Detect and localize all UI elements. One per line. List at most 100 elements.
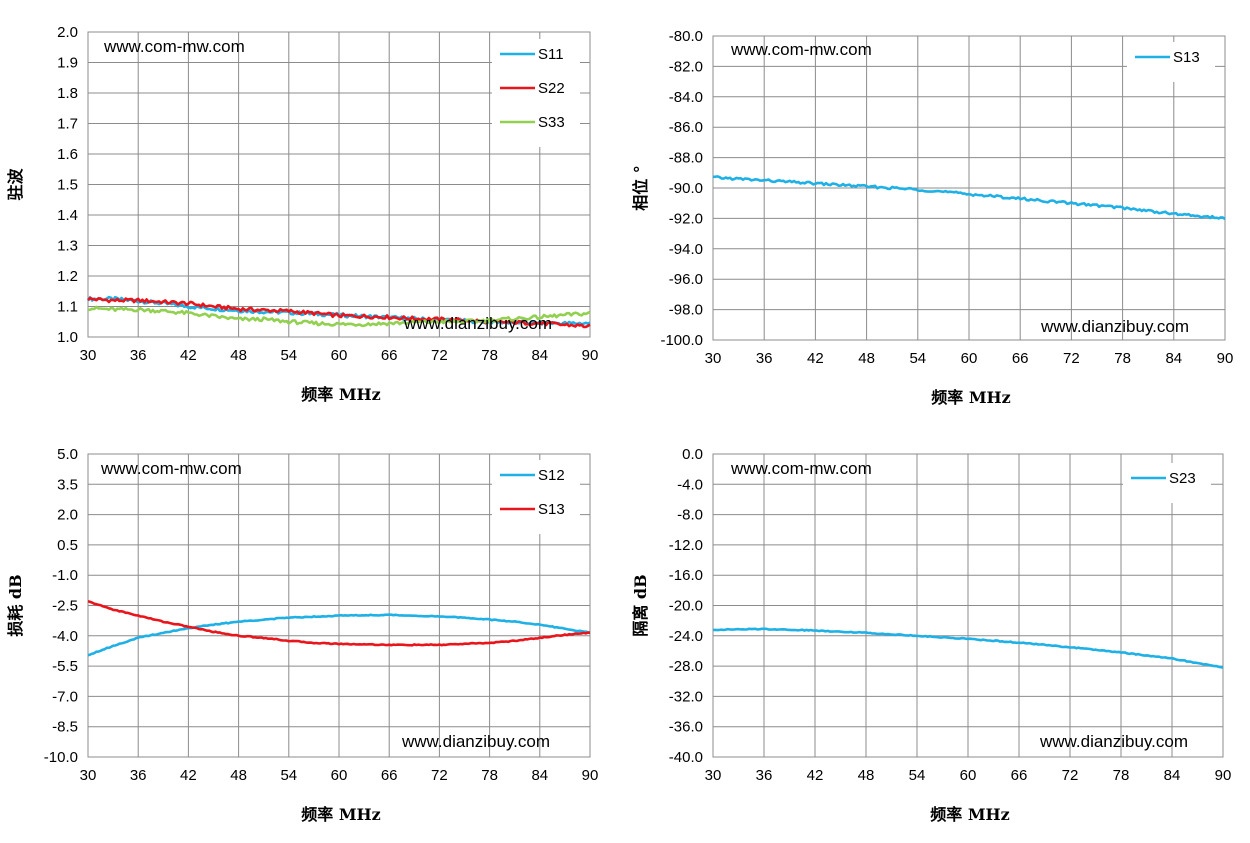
chart2-series-s13-line	[87, 600, 591, 647]
chart1-x-tick-label: 30	[705, 350, 722, 367]
chart0-x-tick-label: 66	[381, 347, 398, 364]
chart3-x-tick-label: 66	[1011, 767, 1028, 784]
chart1-x-tick-label: 54	[909, 350, 926, 367]
chart2-y-tick-label: 5.0	[57, 446, 78, 463]
chart3-x-tick-label: 60	[960, 767, 977, 784]
chart1-legend-label-s13: S13	[1173, 49, 1200, 66]
isolation-chart: -40.0 -36.0 -32.0 -28.0 -24.0 -20.0 -16.0 -12.0…	[631, 446, 1231, 824]
chart3-x-tick-label: 36	[756, 767, 773, 784]
chart3-x-axis-label: 频率 MHz	[930, 805, 1010, 824]
chart3-y-tick-label: -20.0	[669, 598, 703, 615]
chart0-legend-label-s22: S22	[538, 80, 565, 97]
chart3-x-tick-label: 90	[1215, 767, 1232, 784]
chart0-y-tick-label: 2.0	[57, 24, 78, 41]
chart1-y-tick-label: -86.0	[669, 119, 703, 136]
chart0-series-s22-line	[87, 296, 591, 329]
chart2-x-tick-label: 60	[331, 767, 348, 784]
chart1-x-tick-label: 66	[1012, 350, 1029, 367]
chart1-x-tick-label: 48	[858, 350, 875, 367]
chart2-x-tick-label: 66	[381, 767, 398, 784]
chart2-y-tick-label: -2.5	[52, 598, 78, 615]
chart0-x-tick-label: 36	[130, 347, 147, 364]
chart1-x-tick-label: 90	[1217, 350, 1234, 367]
chart1-x-tick-label: 72	[1063, 350, 1080, 367]
chart0-x-tick-label: 84	[531, 347, 548, 364]
chart0-watermark-top: www.com-mw.com	[103, 37, 245, 56]
chart0-x-tick-label: 42	[180, 347, 197, 364]
chart1-y-tick-label: -92.0	[669, 210, 703, 227]
chart1-x-tick-label: 84	[1165, 350, 1182, 367]
chart3-series-s23-line	[713, 627, 1224, 669]
chart1-legend-box	[1127, 42, 1215, 82]
chart1-watermark-top: www.com-mw.com	[730, 40, 872, 59]
chart3-x-tick-label: 48	[858, 767, 875, 784]
chart0-x-tick-label: 54	[280, 347, 297, 364]
chart1-x-tick-label: 60	[961, 350, 978, 367]
chart2-x-tick-label: 36	[130, 767, 147, 784]
chart0-y-tick-label: 1.0	[57, 329, 78, 346]
chart1-y-tick-label: -84.0	[669, 89, 703, 106]
chart0-y-tick-label: 1.7	[57, 116, 78, 133]
chart0-y-tick-label: 1.6	[57, 146, 78, 163]
chart3-x-tick-label: 72	[1062, 767, 1079, 784]
chart2-watermark-top: www.com-mw.com	[100, 459, 242, 478]
chart1-x-tick-label: 36	[756, 350, 773, 367]
chart0-y-tick-label: 1.4	[57, 207, 78, 224]
chart2-x-tick-label: 72	[431, 767, 448, 784]
chart1-y-tick-label: -96.0	[669, 271, 703, 288]
chart3-x-tick-label: 30	[705, 767, 722, 784]
chart2-y-tick-label: 0.5	[57, 537, 78, 554]
chart1-y-tick-label: -82.0	[669, 58, 703, 75]
chart3-y-tick-label: -24.0	[669, 628, 703, 645]
chart0-legend-label-s33: S33	[538, 114, 565, 131]
chart3-x-tick-label: 78	[1113, 767, 1130, 784]
chart2-x-tick-label: 84	[531, 767, 548, 784]
chart2-y-tick-label: -1.0	[52, 567, 78, 584]
chart2-x-tick-label: 42	[180, 767, 197, 784]
chart2-y-tick-label: -10.0	[44, 749, 78, 766]
chart3-x-tick-label: 84	[1164, 767, 1181, 784]
chart0-y-tick-label: 1.5	[57, 177, 78, 194]
chart3-y-tick-label: -28.0	[669, 658, 703, 675]
vswr-chart: 1.0 1.1 1.2 1.3 1.4 1.5 1.6 1.7 1.8 1.9 2.0 30 36 42 4…	[6, 24, 598, 404]
chart0-y-tick-label: 1.3	[57, 238, 78, 255]
chart2-y-tick-label: 2.0	[57, 507, 78, 524]
chart2-y-tick-label: -7.0	[52, 688, 78, 705]
chart2-x-tick-label: 48	[230, 767, 247, 784]
chart3-y-tick-label: -32.0	[669, 688, 703, 705]
chart1-y-tick-label: -98.0	[669, 302, 703, 319]
chart2-y-axis-label: 损耗 dB	[6, 574, 25, 636]
chart0-x-tick-label: 72	[431, 347, 448, 364]
chart2-x-axis-label: 频率 MHz	[301, 805, 381, 824]
chart2-legend-label-s13: S13	[538, 501, 565, 518]
chart0-x-tick-label: 48	[230, 347, 247, 364]
chart3-watermark-bottom: www.dianzibuy.com	[1039, 732, 1188, 751]
chart0-watermark-bottom: www.dianzibuy.com	[403, 314, 552, 333]
chart2-watermark-bottom: www.dianzibuy.com	[401, 732, 550, 751]
chart3-y-tick-label: -4.0	[677, 476, 703, 493]
chart1-y-axis-label: 相位 °	[631, 165, 650, 211]
chart0-x-tick-label: 78	[481, 347, 498, 364]
chart1-y-tick-label: -80.0	[669, 28, 703, 45]
chart3-y-tick-label: -12.0	[669, 537, 703, 554]
chart3-x-tick-label: 42	[807, 767, 824, 784]
chart2-x-tick-label: 54	[280, 767, 297, 784]
chart2-x-tick-label: 90	[582, 767, 599, 784]
chart2-y-tick-label: 3.5	[57, 476, 78, 493]
chart1-y-tick-label: -88.0	[669, 150, 703, 167]
phase-chart: -100.0 -98.0 -96.0 -94.0 -92.0 -90.0 -88.0 -86.…	[631, 28, 1233, 407]
chart3-y-tick-label: -8.0	[677, 507, 703, 524]
chart3-legend-box	[1123, 463, 1211, 503]
chart2-y-tick-label: -8.5	[52, 719, 78, 736]
chart0-y-tick-label: 1.2	[57, 268, 78, 285]
chart3-legend-label-s23: S23	[1169, 470, 1196, 487]
chart0-x-tick-label: 30	[80, 347, 97, 364]
chart0-y-tick-label: 1.1	[57, 299, 78, 316]
loss-chart: -10.0 -8.5 -7.0 -5.5 -4.0 -2.5 -1.0 0.5 2.0 3.5 5.…	[6, 446, 598, 824]
chart1-y-tick-label: -90.0	[669, 180, 703, 197]
chart1-x-axis-label: 频率 MHz	[931, 388, 1011, 407]
chart1-y-tick-label: -100.0	[660, 332, 703, 349]
chart0-y-tick-label: 1.9	[57, 55, 78, 72]
chart0-legend-box	[492, 39, 580, 147]
chart3-y-tick-label: 0.0	[682, 446, 703, 463]
